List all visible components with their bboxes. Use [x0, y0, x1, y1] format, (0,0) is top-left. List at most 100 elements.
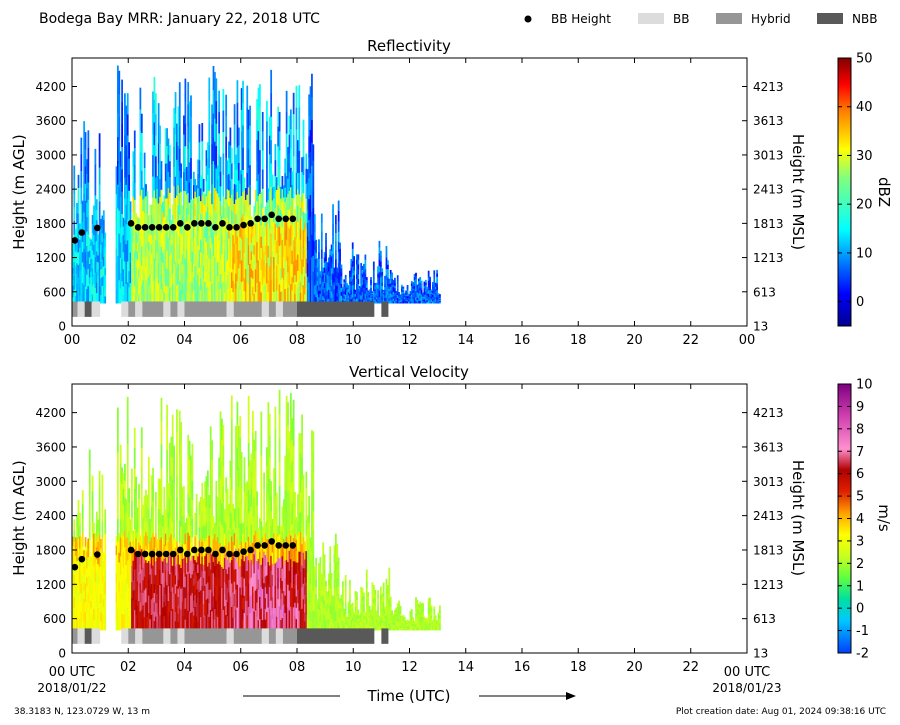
- echo-cell: [364, 298, 367, 304]
- echo-cell: [154, 114, 157, 136]
- echo-cell: [104, 239, 107, 248]
- echo-cell: [368, 608, 371, 612]
- echo-cell: [73, 585, 76, 598]
- echo-cell: [204, 615, 206, 631]
- echo-cell: [295, 85, 298, 108]
- echo-cell: [181, 273, 184, 284]
- echo-cell: [416, 284, 419, 287]
- echo-cell: [249, 164, 251, 185]
- colorbar-tick-label: 50: [856, 52, 873, 67]
- echo-cell: [330, 618, 333, 625]
- echo-cell: [233, 223, 236, 244]
- echo-cell: [372, 625, 375, 631]
- echo-cell: [188, 101, 191, 122]
- echo-cell: [439, 299, 441, 301]
- echo-cell: [230, 209, 233, 226]
- echo-cell: [295, 194, 298, 217]
- echo-cell: [273, 468, 275, 485]
- echo-cell: [160, 189, 163, 205]
- echo-cell: [271, 290, 274, 304]
- echo-cell: [173, 185, 176, 206]
- echo-cell: [163, 587, 166, 602]
- echo-cell: [242, 565, 244, 577]
- echo-cell: [275, 227, 278, 241]
- echo-cell: [337, 210, 340, 222]
- echo-cell: [184, 258, 187, 282]
- echo-cell: [368, 296, 371, 298]
- echo-cell: [360, 267, 363, 272]
- echo-cell: [361, 269, 364, 274]
- echo-cell: [253, 225, 256, 236]
- echo-cell: [330, 578, 333, 585]
- echo-cell: [413, 273, 416, 278]
- echo-cell: [419, 284, 422, 288]
- echo-cell: [86, 559, 88, 569]
- echo-cell: [284, 542, 287, 561]
- echo-cell: [382, 295, 385, 297]
- echo-cell: [124, 596, 126, 614]
- echo-cell: [288, 471, 291, 492]
- echo-cell: [79, 287, 81, 296]
- echo-cell: [192, 563, 195, 571]
- echo-cell: [349, 293, 351, 297]
- echo-cell: [413, 282, 416, 286]
- echo-cell: [301, 608, 303, 631]
- echo-cell: [391, 618, 393, 621]
- echo-cell: [218, 509, 221, 527]
- echo-cell: [291, 184, 294, 199]
- echo-cell: [126, 93, 129, 115]
- echo-cell: [349, 615, 351, 621]
- echo-cell: [209, 248, 212, 260]
- echo-cell: [125, 603, 128, 618]
- echo-cell: [244, 245, 247, 258]
- echo-cell: [198, 578, 201, 592]
- echo-cell: [88, 290, 91, 297]
- echo-cell: [215, 480, 218, 497]
- echo-cell: [402, 298, 405, 301]
- echo-cell: [439, 297, 441, 299]
- echo-cell: [267, 470, 270, 494]
- echo-cell: [302, 284, 305, 304]
- echo-cell: [318, 271, 320, 278]
- echo-cell: [297, 221, 299, 239]
- echo-cell: [164, 198, 167, 217]
- echo-cell: [132, 540, 135, 551]
- bb-class-segment: [135, 301, 143, 317]
- echo-cell: [154, 533, 157, 548]
- echo-cell: [361, 596, 364, 601]
- echo-cell: [336, 612, 339, 622]
- echo-cell: [81, 546, 84, 561]
- echo-cell: [260, 269, 263, 282]
- echo-cell: [207, 206, 209, 223]
- echo-cell: [191, 251, 194, 262]
- echo-cell: [131, 549, 133, 566]
- echo-cell: [360, 271, 363, 276]
- echo-cell: [183, 228, 185, 248]
- echo-cell: [385, 604, 388, 610]
- echo-cell: [261, 609, 264, 621]
- echo-cell: [118, 94, 121, 118]
- echo-cell: [313, 585, 316, 592]
- echo-cell: [280, 198, 282, 211]
- echo-cell: [408, 301, 410, 303]
- echo-cell: [415, 297, 417, 301]
- echo-cell: [389, 623, 392, 628]
- echo-cell: [346, 618, 348, 620]
- echo-cell: [417, 278, 420, 282]
- echo-cell: [278, 413, 281, 439]
- echo-cell: [312, 471, 315, 492]
- echo-cell: [339, 604, 341, 609]
- echo-cell: [377, 284, 379, 289]
- echo-cell: [136, 294, 139, 304]
- echo-cell: [212, 113, 215, 138]
- echo-cell: [388, 295, 391, 299]
- echo-cell: [153, 235, 156, 259]
- echo-cell: [173, 445, 176, 465]
- echo-cell: [239, 170, 242, 184]
- echo-cell: [169, 224, 171, 241]
- echo-cell: [309, 565, 312, 575]
- echo-cell: [125, 145, 128, 166]
- echo-cell: [129, 221, 132, 233]
- echo-cell: [143, 242, 146, 259]
- echo-cell: [325, 610, 327, 616]
